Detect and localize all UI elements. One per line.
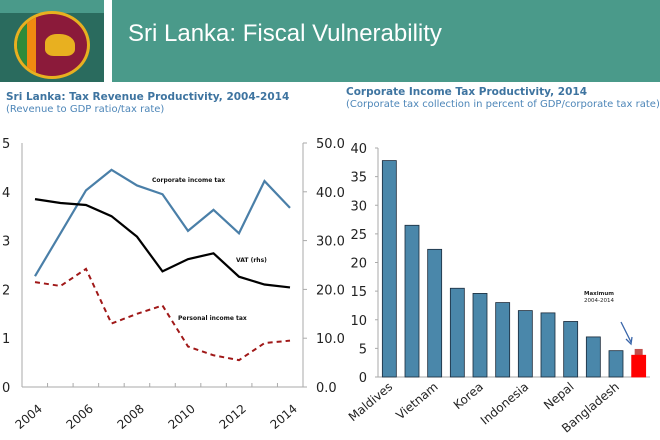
- annotation-line-2: 2004-2014: [584, 298, 614, 304]
- bar-y-tick-label: 0: [359, 371, 367, 386]
- x-tick-label: 2008: [115, 402, 147, 432]
- bar-y-tick-label: 10: [350, 314, 367, 329]
- series-label: Corporate income tax: [152, 177, 225, 184]
- bar-category-label: Vietnam: [393, 380, 440, 423]
- x-tick-label: 2010: [166, 402, 198, 432]
- bar-category-label: Indonesia: [478, 380, 531, 428]
- bar-category-label: Nepal: [541, 380, 577, 413]
- left-y-tick-label: 1: [2, 332, 10, 347]
- arrow-icon: [620, 321, 632, 343]
- sri-lanka-flag-icon: [17, 14, 87, 76]
- bar-unlabeled: [449, 287, 465, 378]
- left-y-tick-label: 2: [2, 283, 10, 298]
- x-tick-label: 2004: [13, 402, 45, 432]
- bar-vietnam: [427, 248, 443, 378]
- bar-nepal: [563, 321, 579, 378]
- bar-category-label: Korea: [451, 380, 486, 413]
- left-y-tick-label: 5: [2, 137, 10, 152]
- left-y-tick-label: 0: [2, 381, 10, 396]
- arrow-head-icon: [625, 336, 633, 346]
- bar-y-tick-label: 35: [350, 171, 367, 186]
- series-line-personal-income-tax: [34, 267, 291, 362]
- right-chart-subtitle: (Corporate tax collection in percent of …: [346, 99, 660, 110]
- right-y-tick-label: 40.0: [316, 186, 345, 201]
- right-y-tick-label: 20.0: [316, 283, 345, 298]
- flag-box-strip: [0, 0, 104, 13]
- left-chart-title: Sri Lanka: Tax Revenue Productivity, 200…: [6, 91, 290, 103]
- bar-bangladesh: [608, 350, 624, 378]
- title-banner: Sri Lanka: Fiscal Vulnerability: [112, 0, 660, 82]
- bar-y-tick-label: 40: [350, 142, 367, 157]
- bar-y-tick-label: 25: [350, 228, 367, 243]
- series-label: VAT (rhs): [236, 257, 267, 264]
- bar-unlabeled: [631, 354, 647, 378]
- bar-y-tick-label: 15: [350, 285, 367, 300]
- annotation-line-1: Maximum: [584, 291, 614, 297]
- bar-y-tick-label: 30: [350, 199, 367, 214]
- bar-maldives: [381, 160, 397, 378]
- series-label: Personal income tax: [178, 315, 247, 322]
- right-chart-title: Corporate Income Tax Productivity, 2014: [346, 86, 588, 98]
- bar-unlabeled: [540, 312, 556, 378]
- bar-category-label: Maldives: [346, 380, 395, 425]
- left-y-tick-label: 3: [2, 235, 10, 250]
- bar-korea: [472, 293, 488, 378]
- bar-unlabeled: [585, 336, 601, 378]
- right-y-tick-label: 30.0: [316, 235, 345, 250]
- bar-y-tick-label: 5: [359, 342, 367, 357]
- bar-y-tick-label: 20: [350, 257, 367, 272]
- x-tick-label: 2012: [217, 402, 249, 432]
- left-y-tick-label: 4: [2, 186, 10, 201]
- page-title: Sri Lanka: Fiscal Vulnerability: [128, 20, 442, 47]
- bar-unlabeled: [495, 302, 511, 378]
- bar-unlabeled: [404, 224, 420, 378]
- right-y-tick-label: 10.0: [316, 332, 345, 347]
- right-y-tick-label: 50.0: [316, 137, 345, 152]
- right-y-tick-label: 0.0: [316, 381, 337, 396]
- max-marker: [634, 348, 643, 356]
- bar-indonesia: [517, 310, 533, 378]
- flag-box: [0, 0, 104, 82]
- x-tick-label: 2014: [268, 402, 300, 432]
- left-chart-subtitle: (Revenue to GDP ratio/tax rate): [6, 104, 165, 115]
- x-tick-label: 2006: [64, 402, 96, 432]
